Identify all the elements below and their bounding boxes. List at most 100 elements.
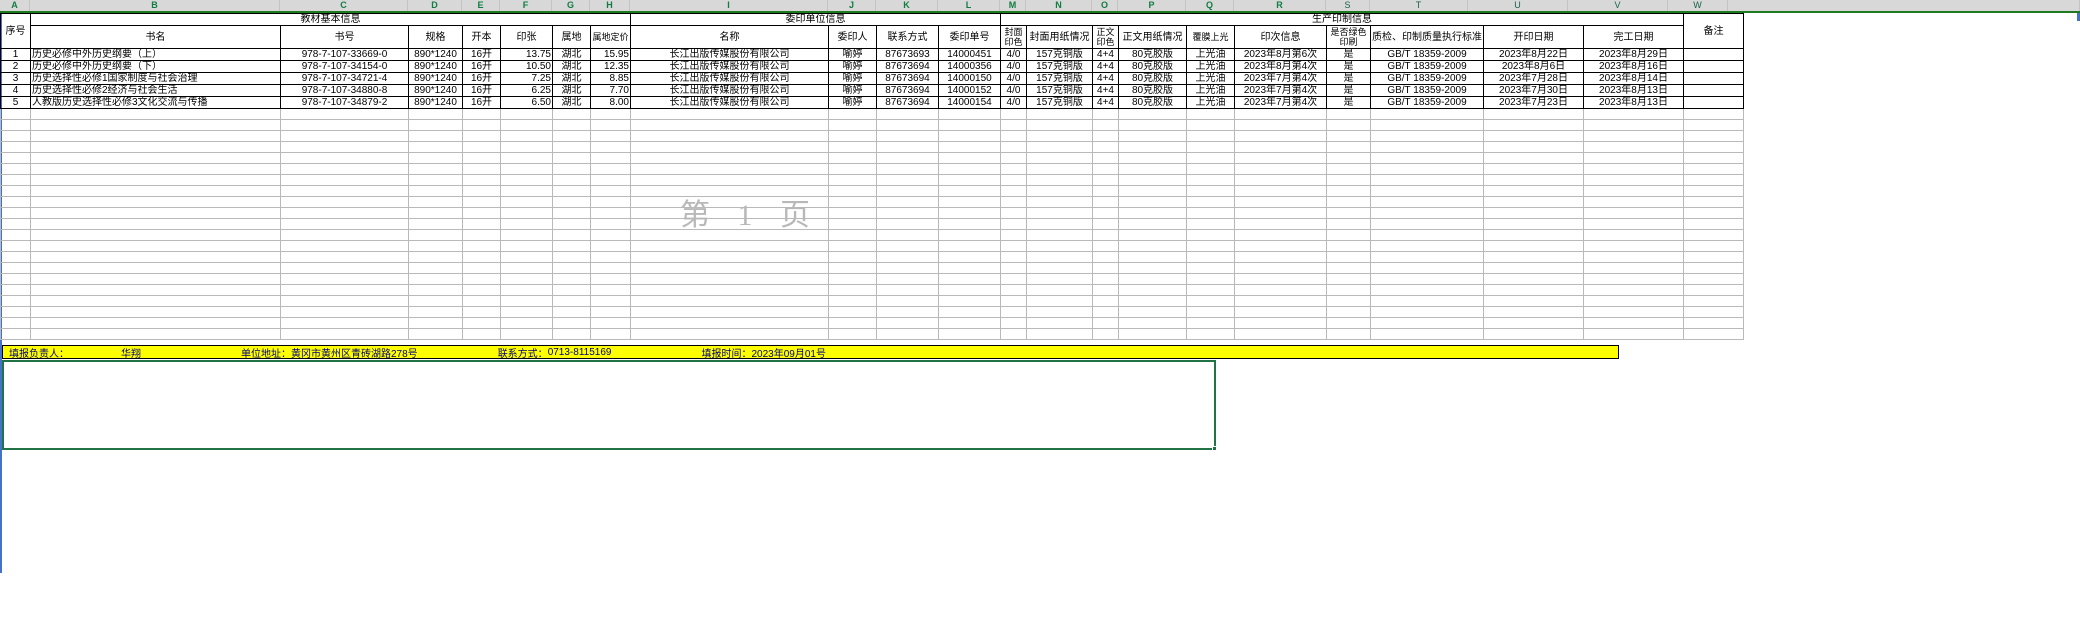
empty-cell[interactable] (1583, 240, 1684, 252)
cell-agent[interactable]: 喻婷 (828, 48, 877, 61)
empty-cell[interactable] (1683, 185, 1744, 197)
empty-cell[interactable] (408, 251, 463, 263)
table-row[interactable]: 2 历史必修中外历史纲要（下） 978-7-107-34154-0 890*1240 1… (0, 60, 1744, 73)
empty-cell[interactable] (876, 229, 939, 241)
empty-cell[interactable] (1483, 273, 1584, 285)
empty-cell[interactable] (1326, 306, 1371, 318)
cell-text-paper[interactable]: 80克胶版 (1118, 72, 1187, 85)
empty-cell[interactable] (938, 196, 1001, 208)
empty-cell[interactable] (0, 317, 31, 329)
empty-cell[interactable] (630, 119, 829, 131)
empty-cell[interactable] (1326, 152, 1371, 164)
empty-cell[interactable] (1370, 295, 1484, 307)
empty-cell[interactable] (1683, 262, 1744, 274)
empty-cell[interactable] (630, 240, 829, 252)
empty-cell[interactable] (30, 174, 281, 186)
empty-cell[interactable] (30, 284, 281, 296)
empty-cell[interactable] (1000, 251, 1027, 263)
empty-cell[interactable] (1370, 141, 1484, 153)
cell-agent[interactable]: 喻婷 (828, 60, 877, 73)
empty-cell[interactable] (938, 262, 1001, 274)
empty-row[interactable] (0, 229, 1744, 241)
empty-cell[interactable] (938, 185, 1001, 197)
empty-cell[interactable] (1326, 163, 1371, 175)
empty-row[interactable] (0, 207, 1744, 219)
cell-region[interactable]: 湖北 (552, 48, 591, 61)
cell-cover-color[interactable]: 4/0 (1000, 48, 1027, 61)
empty-cell[interactable] (938, 130, 1001, 142)
empty-cell[interactable] (630, 284, 829, 296)
empty-cell[interactable] (1026, 119, 1093, 131)
empty-cell[interactable] (828, 163, 877, 175)
column-header-d[interactable]: D (408, 0, 462, 11)
empty-cell[interactable] (938, 207, 1001, 219)
empty-cell[interactable] (1234, 207, 1327, 219)
cell-lamination[interactable]: 上光油 (1186, 72, 1235, 85)
selected-note-cell[interactable] (2, 360, 1217, 451)
empty-cell[interactable] (500, 328, 553, 340)
empty-cell[interactable] (552, 262, 591, 274)
empty-row[interactable] (0, 284, 1744, 296)
empty-cell[interactable] (1234, 284, 1327, 296)
empty-cell[interactable] (1092, 196, 1119, 208)
empty-cell[interactable] (938, 218, 1001, 230)
empty-cell[interactable] (462, 306, 501, 318)
empty-cell[interactable] (1092, 152, 1119, 164)
cell-text-paper[interactable]: 80克胶版 (1118, 48, 1187, 61)
empty-cell[interactable] (408, 317, 463, 329)
empty-cell[interactable] (1000, 218, 1027, 230)
empty-cell[interactable] (938, 141, 1001, 153)
empty-cell[interactable] (30, 328, 281, 340)
empty-cell[interactable] (1026, 229, 1093, 241)
cell-agent[interactable]: 喻婷 (828, 96, 877, 109)
empty-cell[interactable] (30, 141, 281, 153)
empty-cell[interactable] (828, 229, 877, 241)
empty-cell[interactable] (1483, 284, 1584, 296)
cell-price[interactable]: 12.35 (590, 60, 631, 73)
empty-cell[interactable] (30, 119, 281, 131)
empty-cell[interactable] (828, 240, 877, 252)
empty-cell[interactable] (30, 218, 281, 230)
empty-cell[interactable] (0, 229, 31, 241)
empty-cell[interactable] (1234, 328, 1327, 340)
empty-cell[interactable] (1118, 196, 1187, 208)
cell-text-color[interactable]: 4+4 (1092, 84, 1119, 97)
column-header-o[interactable]: O (1092, 0, 1118, 11)
empty-cell[interactable] (500, 141, 553, 153)
empty-cell[interactable] (1483, 207, 1584, 219)
empty-cell[interactable] (280, 108, 409, 120)
cell-text-paper[interactable]: 80克胶版 (1118, 84, 1187, 97)
empty-cell[interactable] (500, 317, 553, 329)
empty-cell[interactable] (500, 196, 553, 208)
empty-cell[interactable] (1092, 262, 1119, 274)
empty-cell[interactable] (630, 218, 829, 230)
empty-cell[interactable] (1186, 174, 1235, 186)
empty-cell[interactable] (1483, 163, 1584, 175)
empty-cell[interactable] (1092, 240, 1119, 252)
empty-cell[interactable] (1483, 218, 1584, 230)
cell-price[interactable]: 8.85 (590, 72, 631, 85)
empty-cell[interactable] (1118, 229, 1187, 241)
empty-cell[interactable] (462, 229, 501, 241)
empty-cell[interactable] (1118, 306, 1187, 318)
empty-cell[interactable] (828, 317, 877, 329)
empty-cell[interactable] (1118, 185, 1187, 197)
empty-cell[interactable] (462, 251, 501, 263)
empty-cell[interactable] (1683, 317, 1744, 329)
empty-cell[interactable] (1000, 130, 1027, 142)
empty-cell[interactable] (280, 152, 409, 164)
cell-format[interactable]: 16开 (462, 72, 501, 85)
empty-cell[interactable] (1583, 185, 1684, 197)
empty-cell[interactable] (1186, 262, 1235, 274)
cell-agent[interactable]: 喻婷 (828, 72, 877, 85)
empty-cell[interactable] (1583, 119, 1684, 131)
empty-cell[interactable] (1234, 273, 1327, 285)
empty-cell[interactable] (630, 196, 829, 208)
cell-phone[interactable]: 87673694 (876, 72, 939, 85)
empty-cell[interactable] (1234, 229, 1327, 241)
empty-cell[interactable] (1234, 251, 1327, 263)
empty-cell[interactable] (1026, 152, 1093, 164)
empty-cell[interactable] (408, 119, 463, 131)
empty-cell[interactable] (1118, 262, 1187, 274)
cell-print-run[interactable]: 2023年7月第4次 (1234, 84, 1327, 97)
